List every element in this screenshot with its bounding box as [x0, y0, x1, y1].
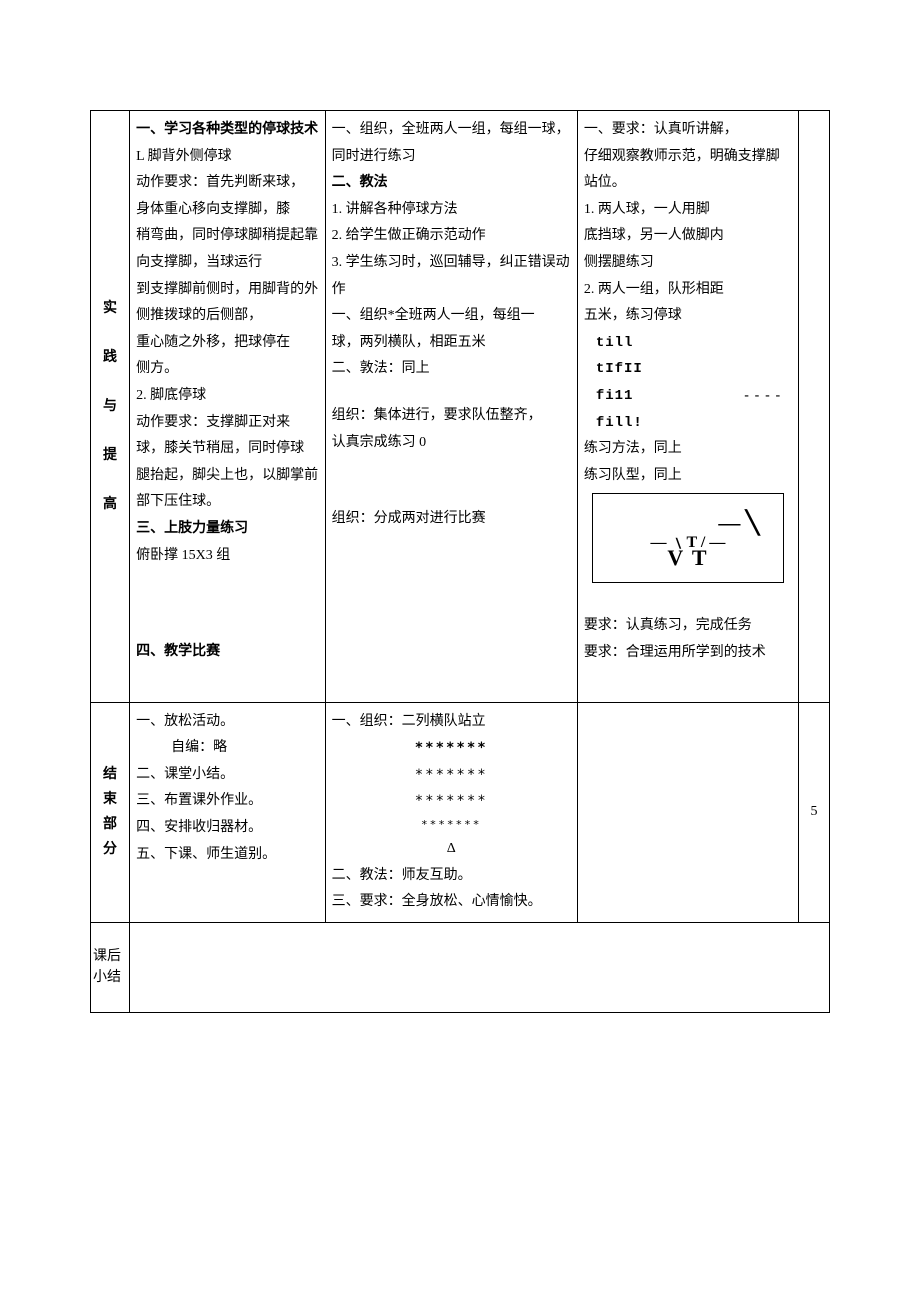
- heading: 一、学习各种类型的停球技术: [136, 117, 319, 144]
- text-line: 四、安排收归器材。: [136, 815, 319, 842]
- formation-row: *******: [332, 815, 571, 836]
- label-char: 实: [97, 284, 123, 333]
- heading: 二、教法: [332, 170, 571, 197]
- method-practice: 一、组织，全班两人一组，每组一球，同时进行练习 二、教法 1. 讲解各种停球方法…: [325, 111, 577, 703]
- text-line: 二、敦法：同上: [332, 356, 571, 383]
- text-line: 三、布置课外作业。: [136, 788, 319, 815]
- requirements-practice: 一、要求：认真听讲解， 仔细观察教师示范，明确支撑脚站位。 1. 两人球，一人用…: [577, 111, 798, 703]
- label-summary: 课后小结: [91, 922, 130, 1012]
- text-line: 组织：集体进行，要求队伍整齐，: [332, 403, 571, 430]
- label-char: 践: [97, 333, 123, 382]
- formation-row: *******: [332, 762, 571, 789]
- label-char: 分: [97, 837, 123, 862]
- label-char: 束: [97, 787, 123, 812]
- teacher-mark: Δ: [332, 836, 571, 863]
- text-line: 2. 脚底停球: [136, 383, 319, 410]
- text-line: 底挡球，另一人做脚内: [584, 223, 792, 250]
- text-line: 重心随之外移，把球停在: [136, 330, 319, 357]
- text-line: 二、课堂小结。: [136, 762, 319, 789]
- formation-row: *******: [332, 788, 571, 815]
- label-practice: 实 践 与 提 高: [91, 111, 130, 703]
- text-line: 三、要求：全身放松、心情愉快。: [332, 889, 571, 916]
- text-line: 组织：分成两对进行比赛: [332, 506, 571, 533]
- summary-content: [130, 922, 830, 1012]
- text-line: L 脚背外侧停球: [136, 144, 319, 171]
- label-char: 结: [97, 762, 123, 787]
- text-line: 五、下课、师生道别。: [136, 842, 319, 869]
- text-line: 练习队型，同上: [584, 463, 792, 490]
- text-line: 认真宗成练习 0: [332, 430, 571, 457]
- label-char: 部: [97, 812, 123, 837]
- diagram-text: tIfII: [584, 356, 792, 383]
- content-practice: 一、学习各种类型的停球技术 L 脚背外侧停球 动作要求：首先判断来球， 身体重心…: [130, 111, 326, 703]
- method-end: 一、组织：二列横队站立 ******* ******* ******* ****…: [325, 702, 577, 922]
- label-char: 提: [97, 431, 123, 480]
- row-practice: 实 践 与 提 高 一、学习各种类型的停球技术 L 脚背外侧停球 动作要求：首先…: [91, 111, 830, 703]
- text-line: 1. 讲解各种停球方法: [332, 197, 571, 224]
- document-page: 实 践 与 提 高 一、学习各种类型的停球技术 L 脚背外侧停球 动作要求：首先…: [0, 0, 920, 1103]
- text-line: 球，膝关节稍屈，同时停球: [136, 436, 319, 463]
- text-line: 动作要求：首先判断来球，: [136, 170, 319, 197]
- time-practice: [799, 111, 830, 703]
- text-line: 3. 学生练习时，巡回辅导，纠正错误动作: [332, 250, 571, 303]
- diagram-row: fi11 ----: [584, 383, 792, 410]
- diagram-text: ----: [742, 383, 792, 410]
- text-line: 2. 给学生做正确示范动作: [332, 223, 571, 250]
- text-line: 一、要求：认真听讲解，: [584, 117, 792, 144]
- label-end: 结 束 部 分: [91, 702, 130, 922]
- text-line: 侧摆腿练习: [584, 250, 792, 277]
- text-line: 二、教法：师友互助。: [332, 863, 571, 890]
- row-end: 结 束 部 分 一、放松活动。 自编：略 二、课堂小结。 三、布置课外作业。 四…: [91, 702, 830, 922]
- text-line: 一、组织*全班两人一组，每组一: [332, 303, 571, 330]
- text-line: 腿抬起，脚尖上也，以脚掌前部下压住球。: [136, 463, 319, 516]
- text-line: 1. 两人球，一人用脚: [584, 197, 792, 224]
- text-line: 侧方。: [136, 356, 319, 383]
- text-line: 身体重心移向支撑脚，膝: [136, 197, 319, 224]
- text-line: 一、组织：二列横队站立: [332, 709, 571, 736]
- formation-row: *******: [332, 735, 571, 762]
- text-line: 2. 两人一组，队形相距: [584, 277, 792, 304]
- text-line: 练习方法，同上: [584, 436, 792, 463]
- diagram-text: fill!: [584, 410, 792, 437]
- diagram-text: till: [584, 330, 792, 357]
- diagram-mark: V T: [593, 537, 783, 579]
- text-line: 动作要求：支撑脚正对来: [136, 410, 319, 437]
- text-line: 球，两列横队，相距五米: [332, 330, 571, 357]
- text-line: 一、放松活动。: [136, 709, 319, 736]
- requirements-end: [577, 702, 798, 922]
- label-char: 与: [97, 382, 123, 431]
- label-char: 高: [97, 480, 123, 529]
- heading: 四、教学比赛: [136, 639, 319, 666]
- lesson-plan-table: 实 践 与 提 高 一、学习各种类型的停球技术 L 脚背外侧停球 动作要求：首先…: [90, 110, 830, 1013]
- diagram-text: fi11: [596, 388, 634, 404]
- text-line: 到支撑脚前侧时，用脚背的外侧推拨球的后侧部，: [136, 277, 319, 330]
- text-line: 一、组织，全班两人一组，每组一球，同时进行练习: [332, 117, 571, 170]
- text-line: 仔细观察教师示范，明确支撑脚站位。: [584, 144, 792, 197]
- text-line: 自编：略: [136, 735, 319, 762]
- text-line: 要求：认真练习，完成任务: [584, 613, 792, 640]
- formation-diagram: — ╲ — ﹨T / — V T: [592, 493, 784, 583]
- time-end: 5: [799, 702, 830, 922]
- heading: 三、上肢力量练习: [136, 516, 319, 543]
- text-line: 要求：合理运用所学到的技术: [584, 640, 792, 667]
- row-summary: 课后小结: [91, 922, 830, 1012]
- text-line: 五米，练习停球: [584, 303, 792, 330]
- content-end: 一、放松活动。 自编：略 二、课堂小结。 三、布置课外作业。 四、安排收归器材。…: [130, 702, 326, 922]
- text-line: 稍弯曲，同时停球脚稍提起靠向支撑脚，当球运行: [136, 223, 319, 276]
- text-line: 俯卧撑 15X3 组: [136, 543, 319, 570]
